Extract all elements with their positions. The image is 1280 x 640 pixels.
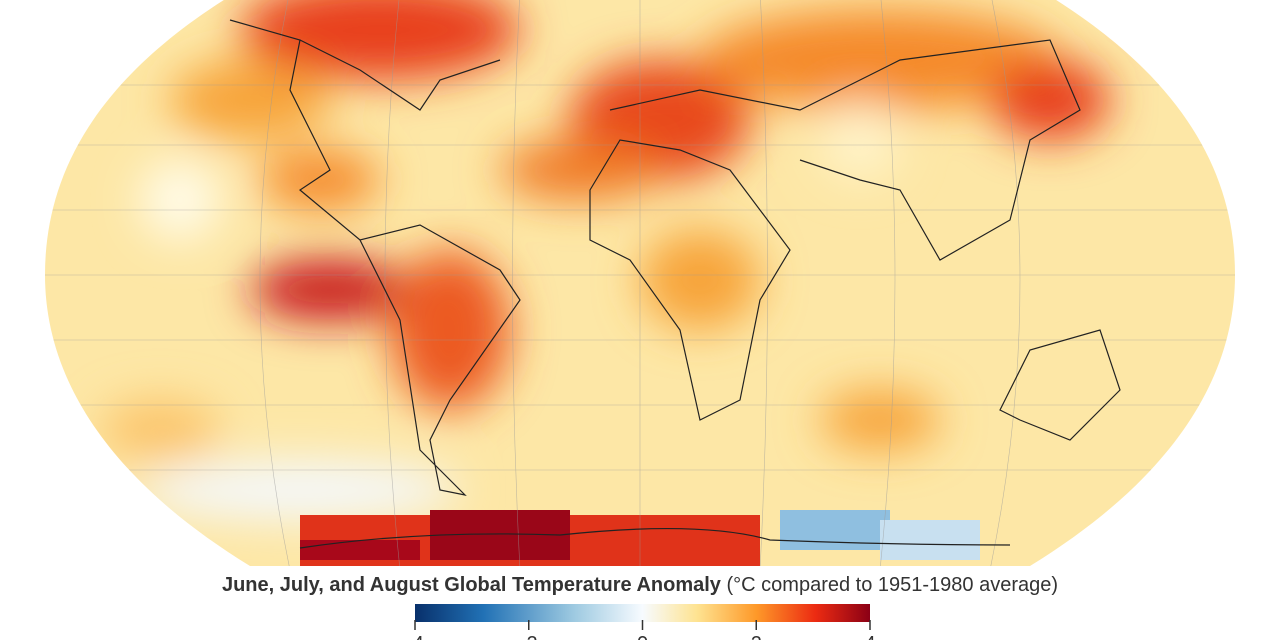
legend-title: June, July, and August Global Temperatur… — [222, 574, 722, 596]
legend-subtitle: (°C compared to 1951-1980 average) — [727, 574, 1059, 596]
scale-tick-label: -2 — [520, 633, 538, 640]
caption-area — [0, 566, 1280, 640]
scale-tick-label: 0 — [637, 633, 648, 640]
map-surface — [45, 0, 1235, 566]
scale-tick-label: 4 — [864, 633, 875, 640]
color-scale — [415, 604, 870, 622]
legend-caption: June, July, and August Global Temperatur… — [222, 574, 1058, 596]
scale-tick-label: 2 — [751, 633, 762, 640]
scale-tick-label: -4 — [406, 633, 424, 640]
